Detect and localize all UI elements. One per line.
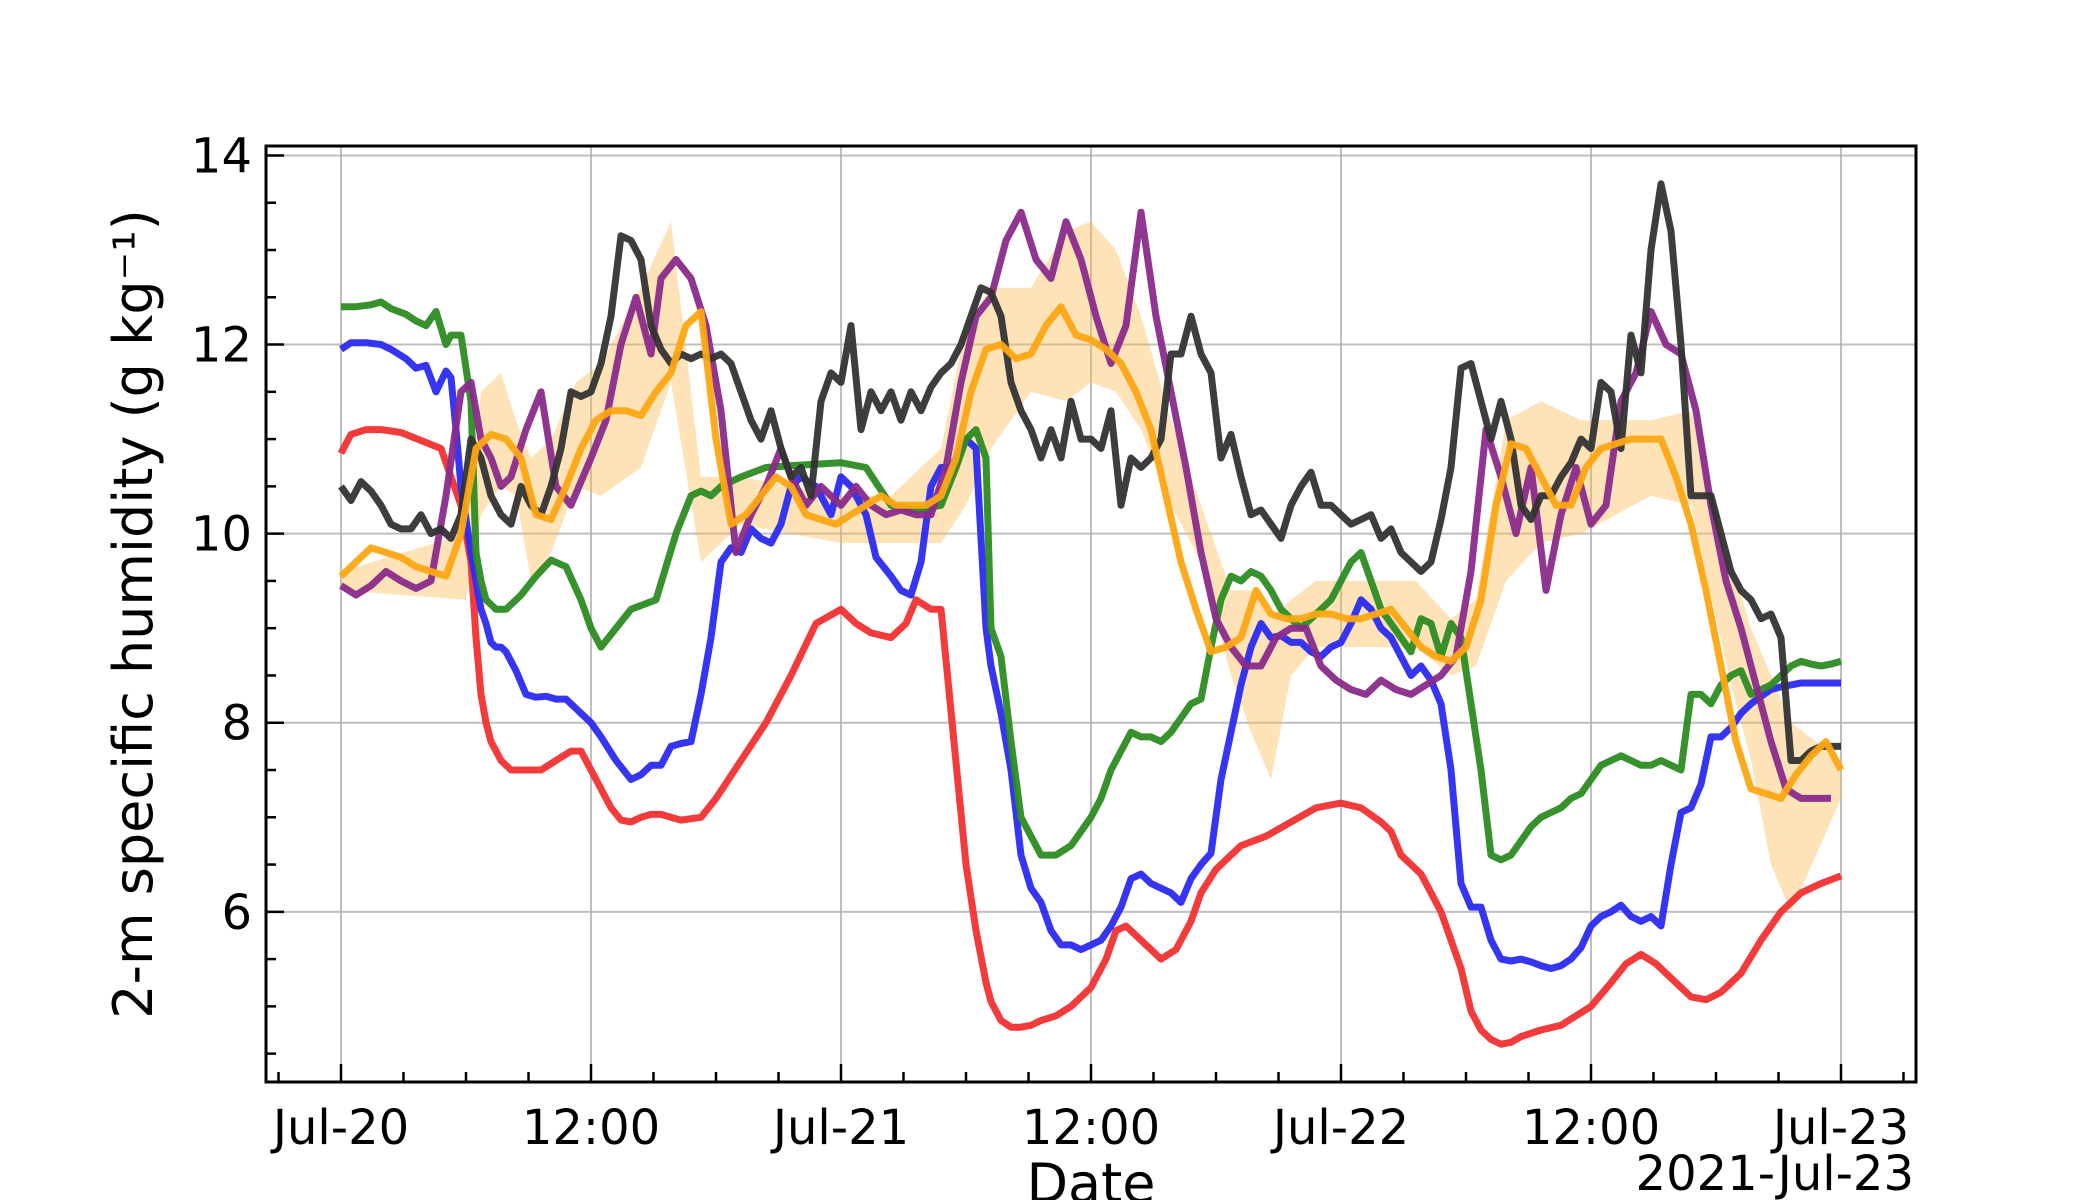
x-axis-title: Date bbox=[1026, 1152, 1155, 1200]
y-tick-label-2: 10 bbox=[191, 507, 252, 563]
x-tick-label-2: Jul-21 bbox=[770, 1100, 909, 1156]
x-tick-label-4: Jul-22 bbox=[1270, 1100, 1409, 1156]
y-axis-title: 2-m specific humidity (g kg⁻¹) bbox=[102, 209, 165, 1019]
axis-ticks bbox=[266, 154, 1905, 1082]
series-line-4 bbox=[338, 180, 1841, 764]
y-tick-label-3: 12 bbox=[191, 318, 252, 374]
series-lines bbox=[337, 180, 1845, 1048]
x-tick-label-5: 12:00 bbox=[1522, 1100, 1660, 1156]
x-tick-label-3: 12:00 bbox=[1022, 1100, 1160, 1156]
x-tick-label-0: Jul-20 bbox=[270, 1100, 409, 1156]
series-line-0 bbox=[337, 426, 1843, 1048]
y-tick-label-4: 14 bbox=[191, 128, 252, 184]
y-tick-label-0: 6 bbox=[221, 885, 252, 941]
tick-labels: Jul-20 12:00 Jul-21 12:00 Jul-22 12:00 Jul-23 6… bbox=[191, 128, 1909, 1156]
spread-band bbox=[341, 221, 1841, 912]
series-line-2 bbox=[341, 298, 1842, 864]
x-tick-label-1: 12:00 bbox=[522, 1100, 660, 1156]
spread-band-layer bbox=[341, 221, 1841, 912]
series-line-5 bbox=[338, 303, 1845, 802]
x-tick-label-6: Jul-23 bbox=[1770, 1100, 1909, 1156]
series-line-1 bbox=[339, 339, 1841, 972]
date-offset-label: 2021-Jul-23 bbox=[1636, 1146, 1914, 1200]
y-tick-label-1: 8 bbox=[221, 696, 252, 752]
